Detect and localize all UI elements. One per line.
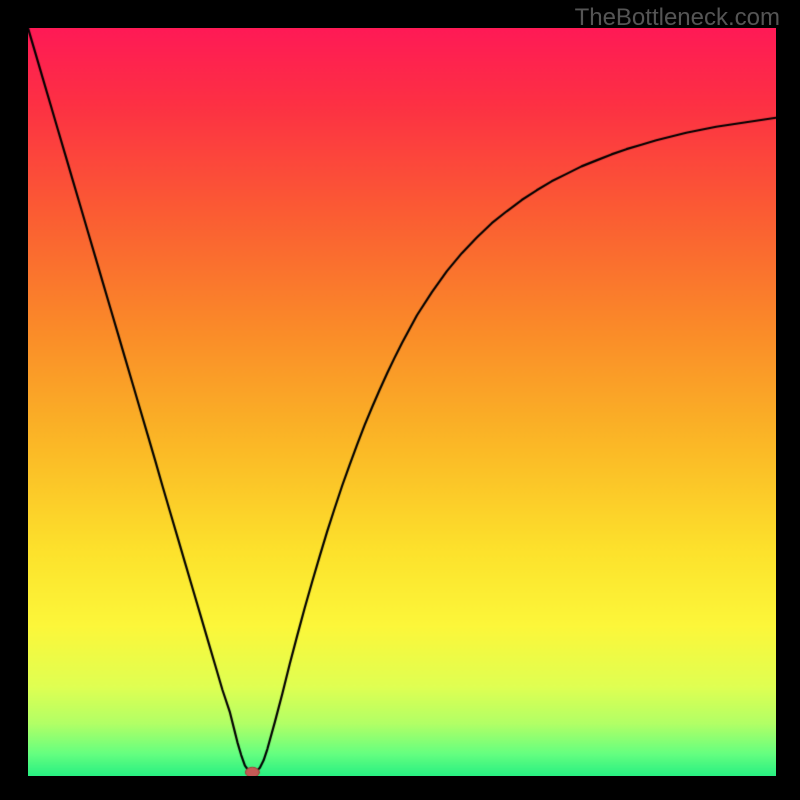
bottleneck-curve-chart — [28, 28, 776, 776]
watermark-text: TheBottleneck.com — [575, 4, 780, 32]
chart-plot-area — [28, 28, 776, 776]
